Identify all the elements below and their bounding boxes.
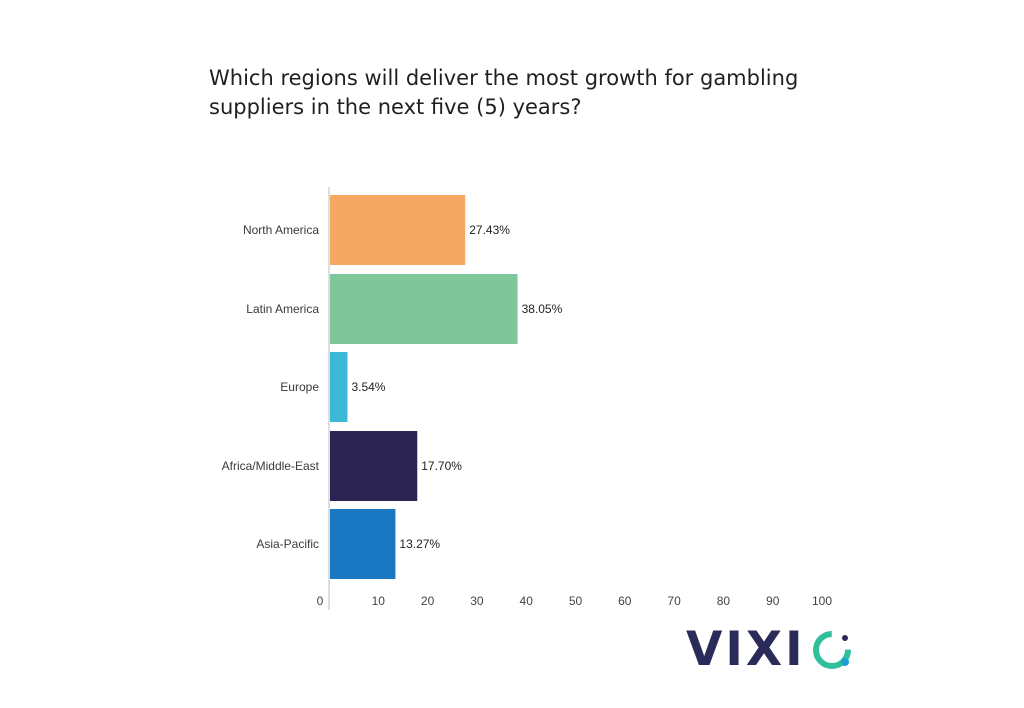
x-tick-label-7: 70: [667, 594, 681, 608]
chart-title-line-1: Which regions will deliver the most grow…: [209, 66, 799, 90]
x-tick-label-3: 30: [470, 594, 484, 608]
chart-title-line-2: suppliers in the next five (5) years?: [209, 95, 582, 119]
x-tick-label-2: 20: [421, 594, 435, 608]
bar-4: [330, 509, 396, 579]
chart-title: Which regions will deliver the most grow…: [209, 64, 849, 122]
category-label-2: Europe: [280, 380, 319, 394]
x-tick-label-10: 100: [812, 594, 832, 608]
category-label-4: Asia-Pacific: [256, 537, 319, 551]
value-label-2: 3.54%: [351, 380, 385, 394]
bar-0: [330, 195, 466, 265]
x-tick-label-5: 50: [569, 594, 583, 608]
category-label-1: Latin America: [246, 302, 319, 316]
x-tick-label-8: 80: [717, 594, 731, 608]
bar-2: [330, 352, 348, 422]
value-label-0: 27.43%: [469, 223, 510, 237]
x-tick-label-6: 60: [618, 594, 632, 608]
x-tick-label-1: 10: [372, 594, 386, 608]
x-tick-label-4: 40: [520, 594, 534, 608]
vixio-logo: VIXI: [686, 622, 854, 677]
logo-o-icon: [812, 630, 851, 669]
x-tick-label-0: 0: [317, 594, 324, 608]
value-label-1: 38.05%: [522, 302, 563, 316]
value-label-3: 17.70%: [421, 459, 462, 473]
bar-3: [330, 431, 418, 501]
bar-1: [330, 274, 518, 344]
category-label-3: Africa/Middle-East: [222, 459, 320, 473]
category-label-0: North America: [243, 223, 319, 237]
value-label-4: 13.27%: [399, 537, 440, 551]
x-tick-label-9: 90: [766, 594, 780, 608]
logo-text: VIXI: [686, 622, 806, 677]
